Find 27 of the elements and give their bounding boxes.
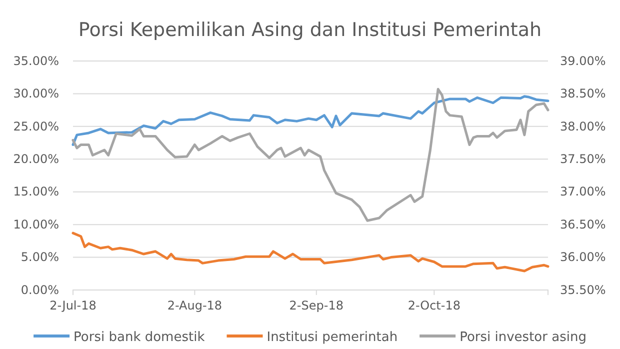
y-tick-label: 15.00% bbox=[13, 184, 59, 199]
y2-tick-label: 38.50% bbox=[560, 86, 606, 101]
y-tick-label: 20.00% bbox=[13, 152, 59, 166]
y-tick-label: 35.00% bbox=[13, 54, 59, 68]
y-tick-label: 30.00% bbox=[13, 86, 59, 101]
line-series bbox=[72, 88, 550, 222]
legend-label: Institusi pemerintah bbox=[266, 330, 398, 345]
x-tick-label: 2-Aug-18 bbox=[167, 298, 222, 313]
y2-tick-label: 36.50% bbox=[560, 217, 606, 232]
y2-tick-label: 36.00% bbox=[560, 250, 606, 264]
x-tick-label: 2-Sep-18 bbox=[289, 298, 344, 313]
legend-label: Porsi bank domestik bbox=[74, 330, 206, 345]
x-tick-label: 2-Jul-18 bbox=[50, 298, 96, 313]
y2-tick-label: 37.50% bbox=[560, 152, 606, 166]
y2-tick-label: 37.00% bbox=[560, 184, 606, 199]
y-tick-label: 5.00% bbox=[20, 250, 59, 264]
line-series bbox=[72, 232, 550, 272]
y-tick-label: 0.00% bbox=[20, 282, 59, 297]
y-tick-label: 25.00% bbox=[13, 119, 59, 134]
legend-label: Porsi investor asing bbox=[460, 330, 586, 345]
y2-tick-label: 35.50% bbox=[560, 282, 606, 297]
x-tick-label: 2-Oct-18 bbox=[408, 298, 460, 313]
chart-title: Porsi Kepemilikan Asing dan Institusi Pemerintah bbox=[78, 19, 542, 41]
line-series bbox=[72, 95, 550, 146]
y2-tick-label: 38.00% bbox=[560, 119, 606, 134]
y-tick-label: 10.00% bbox=[13, 217, 59, 232]
y2-tick-label: 39.00% bbox=[560, 54, 606, 68]
